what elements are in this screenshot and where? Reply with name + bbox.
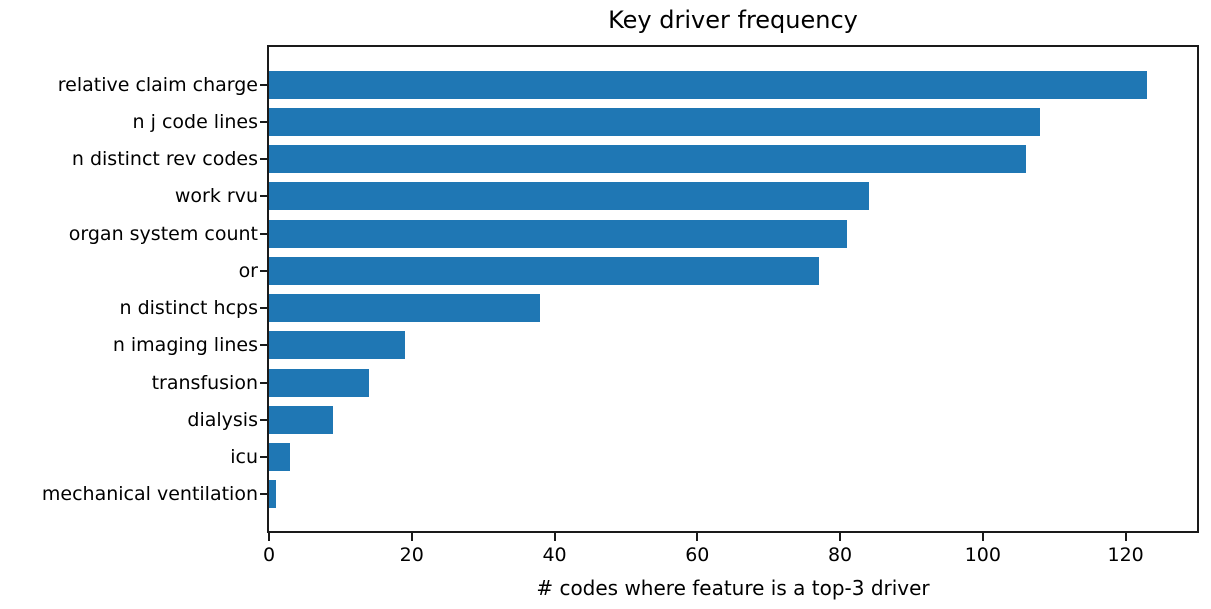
bar bbox=[269, 368, 369, 397]
bar-row: n distinct hcps bbox=[120, 290, 1197, 327]
bar-row: n imaging lines bbox=[113, 327, 1197, 364]
category-label: n imaging lines bbox=[112, 334, 258, 357]
bar-row: dialysis bbox=[187, 401, 1197, 438]
bar bbox=[269, 107, 1040, 136]
x-tick-label: 100 bbox=[964, 544, 1001, 566]
bar bbox=[269, 405, 334, 434]
category-label: mechanical ventilation bbox=[41, 483, 258, 506]
x-tick-mark bbox=[1124, 533, 1127, 541]
bar bbox=[269, 331, 405, 360]
y-tick-mark bbox=[260, 232, 268, 235]
bar-row: work rvu bbox=[175, 178, 1197, 215]
bar-row: n distinct rev codes bbox=[72, 141, 1197, 178]
chart-title: Key driver frequency bbox=[608, 6, 858, 34]
bar bbox=[269, 182, 869, 211]
bar-row: n j code lines bbox=[133, 103, 1197, 140]
bar-row: relative claim charge bbox=[58, 66, 1197, 103]
category-label: or bbox=[238, 259, 258, 282]
x-tick-mark bbox=[981, 533, 984, 541]
bar bbox=[269, 145, 1026, 174]
bar bbox=[269, 256, 819, 285]
y-tick-mark bbox=[260, 269, 268, 272]
y-tick-mark bbox=[260, 456, 268, 459]
category-label: icu bbox=[230, 446, 258, 469]
category-label: dialysis bbox=[187, 408, 258, 431]
x-tick-label: 40 bbox=[542, 544, 567, 566]
x-tick-mark bbox=[410, 533, 413, 541]
category-label: organ system count bbox=[68, 222, 258, 245]
bar-row: organ system count bbox=[69, 215, 1197, 252]
bar-row: mechanical ventilation bbox=[42, 476, 1197, 513]
y-tick-mark bbox=[260, 307, 268, 310]
x-tick-mark bbox=[553, 533, 556, 541]
y-tick-mark bbox=[260, 195, 268, 198]
x-tick-mark bbox=[839, 533, 842, 541]
category-label: n distinct hcps bbox=[119, 297, 258, 320]
x-tick-label: 80 bbox=[827, 544, 853, 566]
x-tick-mark bbox=[268, 533, 270, 541]
x-tick-mark bbox=[696, 533, 699, 541]
y-tick-mark bbox=[260, 418, 268, 421]
x-tick-label: 60 bbox=[685, 544, 710, 566]
category-label: n j code lines bbox=[132, 110, 258, 133]
y-tick-mark bbox=[260, 158, 268, 161]
bar bbox=[269, 70, 1148, 99]
y-tick-mark bbox=[260, 381, 268, 384]
category-label: work rvu bbox=[174, 185, 258, 208]
bar-row: or bbox=[239, 252, 1197, 289]
bar bbox=[269, 443, 291, 472]
bar bbox=[269, 294, 541, 323]
y-tick-mark bbox=[260, 83, 268, 86]
bar bbox=[269, 219, 848, 248]
category-label: relative claim charge bbox=[57, 73, 258, 96]
category-label: n distinct rev codes bbox=[71, 148, 258, 171]
bar-row: transfusion bbox=[152, 364, 1197, 401]
x-tick-label: 20 bbox=[399, 544, 424, 566]
category-label: transfusion bbox=[151, 371, 258, 394]
plot-area: relative claim charge n j code lines n dis… bbox=[42, 45, 1199, 566]
bar-row: icu bbox=[230, 439, 1197, 476]
x-axis-label: # codes where feature is a top-3 driver bbox=[536, 576, 930, 600]
y-tick-mark bbox=[260, 120, 268, 123]
x-tick-label: 0 bbox=[262, 544, 276, 566]
bar bbox=[269, 480, 277, 509]
x-tick-label: 120 bbox=[1107, 544, 1144, 566]
bar-rows: relative claim charge n j code lines n dis… bbox=[42, 47, 1197, 531]
y-tick-mark bbox=[260, 344, 268, 347]
y-tick-mark bbox=[260, 493, 268, 496]
